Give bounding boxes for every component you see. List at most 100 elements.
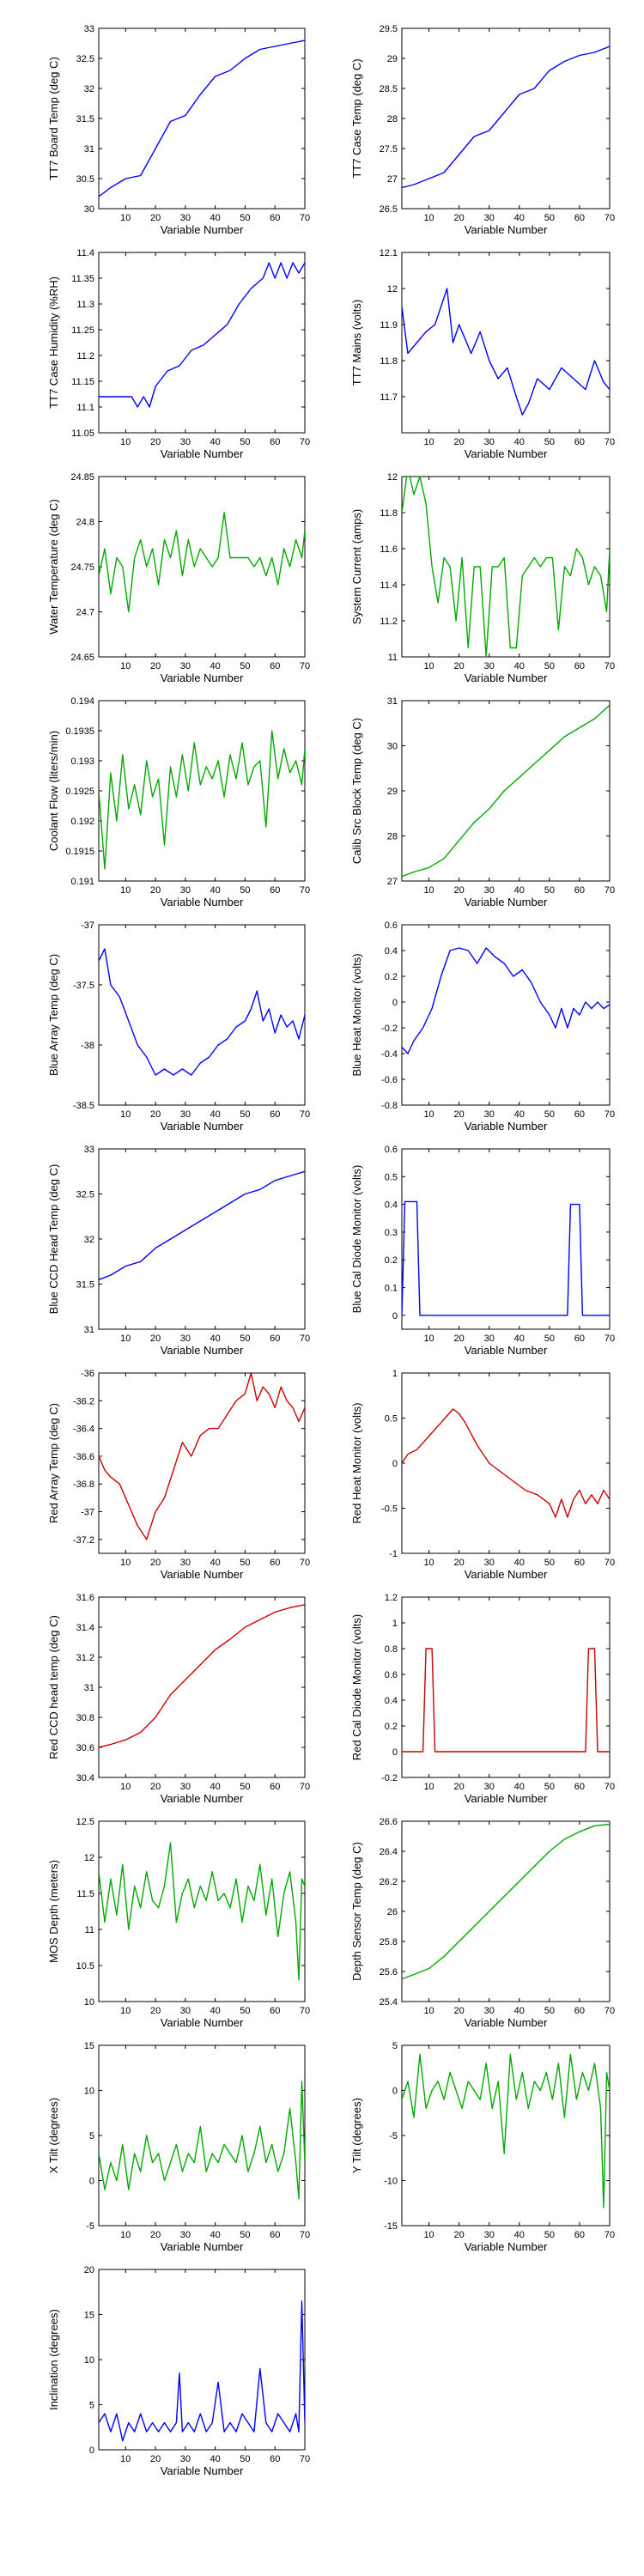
plot-frame xyxy=(401,1820,611,2002)
y-tick-label: 29.5 xyxy=(380,24,398,34)
x-tick-label: 40 xyxy=(210,885,221,896)
y-tick-label: 11.4 xyxy=(380,580,398,591)
x-tick-label: 50 xyxy=(544,661,555,671)
y-tick-label: 0.193 xyxy=(70,756,94,767)
x-axis-label: Variable Number xyxy=(161,1344,244,1357)
plot-frame xyxy=(98,1148,306,1330)
plot-frame xyxy=(98,700,306,882)
y-tick-label: 0.1915 xyxy=(65,847,94,857)
x-tick-label: 60 xyxy=(270,2006,280,2016)
x-tick-label: 20 xyxy=(454,1782,465,1792)
y-tick-label: 10 xyxy=(84,2355,94,2366)
y-tick-label: 30.8 xyxy=(76,1713,94,1723)
x-tick-label: 40 xyxy=(514,1334,525,1344)
series-line xyxy=(99,2300,305,2442)
plot-frame xyxy=(401,27,611,210)
x-axis-label: Variable Number xyxy=(465,2016,548,2029)
series-line xyxy=(99,948,305,1076)
y-axis-label: Calib Src Block Temp (deg C) xyxy=(350,718,363,864)
y-tick-label: 29 xyxy=(387,787,398,797)
y-axis-label: Blue Array Temp (deg C) xyxy=(47,954,60,1076)
y-tick-label: 11.6 xyxy=(380,544,398,555)
y-tick-label: 0.6 xyxy=(385,1145,398,1155)
y-tick-label: 15 xyxy=(84,2311,94,2321)
x-tick-label: 70 xyxy=(300,213,310,223)
x-axis-label: Variable Number xyxy=(161,896,244,908)
y-axis-label: System Current (amps) xyxy=(350,509,363,624)
x-tick-label: 40 xyxy=(514,1109,525,1120)
x-tick-label: 50 xyxy=(240,1109,250,1120)
x-tick-label: 70 xyxy=(605,1782,615,1792)
x-tick-label: 50 xyxy=(544,885,555,896)
y-tick-label: -0.4 xyxy=(381,1049,398,1060)
y-tick-label: 32 xyxy=(84,84,94,94)
y-tick-label: 33 xyxy=(84,24,94,34)
y-tick-label: 26.5 xyxy=(380,204,398,215)
x-axis-label: Variable Number xyxy=(465,1792,548,1805)
y-tick-label: 0 xyxy=(392,1747,398,1758)
y-axis-label: Coolant Flow (liters/min) xyxy=(47,731,60,851)
x-axis-label: Variable Number xyxy=(161,223,244,236)
x-axis-label: Variable Number xyxy=(161,671,244,684)
y-tick-label: 0.5 xyxy=(385,1172,398,1182)
y-tick-label: 12.1 xyxy=(380,248,398,258)
y-tick-label: 27.5 xyxy=(380,144,398,155)
x-tick-label: 70 xyxy=(300,1109,310,1120)
x-tick-label: 60 xyxy=(270,1558,280,1568)
y-tick-label: -36.4 xyxy=(73,1425,94,1435)
x-tick-label: 20 xyxy=(150,1334,161,1344)
y-tick-label: 0.1925 xyxy=(65,787,94,797)
y-tick-label: 28.5 xyxy=(380,84,398,94)
x-tick-label: 40 xyxy=(514,661,525,671)
x-tick-label: 50 xyxy=(544,437,555,447)
x-tick-label: 40 xyxy=(210,2230,221,2240)
y-tick-label: 0.194 xyxy=(70,696,94,707)
chart-panel: 10 20 30 40 50 60 70 -0.2 0 0.2 0.4 0.6 0.8 1 1.2 Varia… xyxy=(350,1593,615,1805)
x-tick-label: 60 xyxy=(270,2230,280,2240)
plot-frame xyxy=(98,2269,306,2451)
chart-panel: 10 20 30 40 50 60 70 11 11.2 11.4 11.6 11.8 12 Variab… xyxy=(350,472,615,684)
y-tick-label: 5 xyxy=(89,2401,94,2411)
y-tick-label: 28 xyxy=(387,832,398,842)
y-tick-label: 1 xyxy=(392,1619,398,1629)
x-tick-label: 70 xyxy=(605,213,615,223)
y-tick-label: 0 xyxy=(392,1311,398,1321)
chart-panel: 10 20 30 40 50 60 70 10 10.5 11 11.5 12 12.5 Variable… xyxy=(47,1817,310,2029)
y-tick-label: 0.4 xyxy=(385,946,398,957)
x-tick-label: 50 xyxy=(240,885,250,896)
y-tick-label: 11 xyxy=(85,1925,94,1935)
y-axis-label: X Tilt (degrees) xyxy=(47,2098,60,2173)
x-tick-label: 40 xyxy=(514,213,525,223)
x-axis-label: Variable Number xyxy=(465,1568,548,1581)
y-tick-label: 11.8 xyxy=(380,356,398,367)
y-tick-label: 31.4 xyxy=(76,1623,94,1633)
x-tick-label: 40 xyxy=(514,437,525,447)
x-axis-label: Variable Number xyxy=(465,1344,548,1357)
y-tick-label: -37 xyxy=(81,1508,94,1518)
plot-frame xyxy=(98,1372,306,1554)
x-axis-label: Variable Number xyxy=(161,1120,244,1133)
y-tick-label: 11.5 xyxy=(76,1889,94,1899)
x-tick-label: 60 xyxy=(270,661,280,671)
x-tick-label: 40 xyxy=(210,2454,221,2464)
y-tick-label: 0 xyxy=(89,2177,94,2187)
y-tick-label: 0.1935 xyxy=(65,726,94,737)
x-tick-label: 70 xyxy=(605,661,615,671)
y-tick-label: 30.6 xyxy=(76,1743,94,1753)
x-tick-label: 20 xyxy=(150,2006,161,2016)
x-tick-label: 50 xyxy=(544,1782,555,1792)
x-tick-label: 40 xyxy=(210,1109,221,1120)
x-tick-label: 10 xyxy=(120,2230,131,2240)
x-tick-label: 50 xyxy=(240,1558,250,1568)
x-tick-label: 30 xyxy=(484,1109,495,1120)
y-tick-label: -36.6 xyxy=(73,1452,94,1462)
x-tick-label: 10 xyxy=(423,213,434,223)
y-tick-label: 11.05 xyxy=(71,428,94,439)
y-tick-label: 32.5 xyxy=(76,54,94,64)
x-tick-label: 20 xyxy=(150,885,161,896)
x-tick-label: 70 xyxy=(300,661,310,671)
y-tick-label: 5 xyxy=(392,2041,398,2051)
x-tick-label: 60 xyxy=(270,437,280,447)
series-line xyxy=(402,477,610,657)
y-axis-label: Red CCD head temp (deg C) xyxy=(47,1615,60,1759)
